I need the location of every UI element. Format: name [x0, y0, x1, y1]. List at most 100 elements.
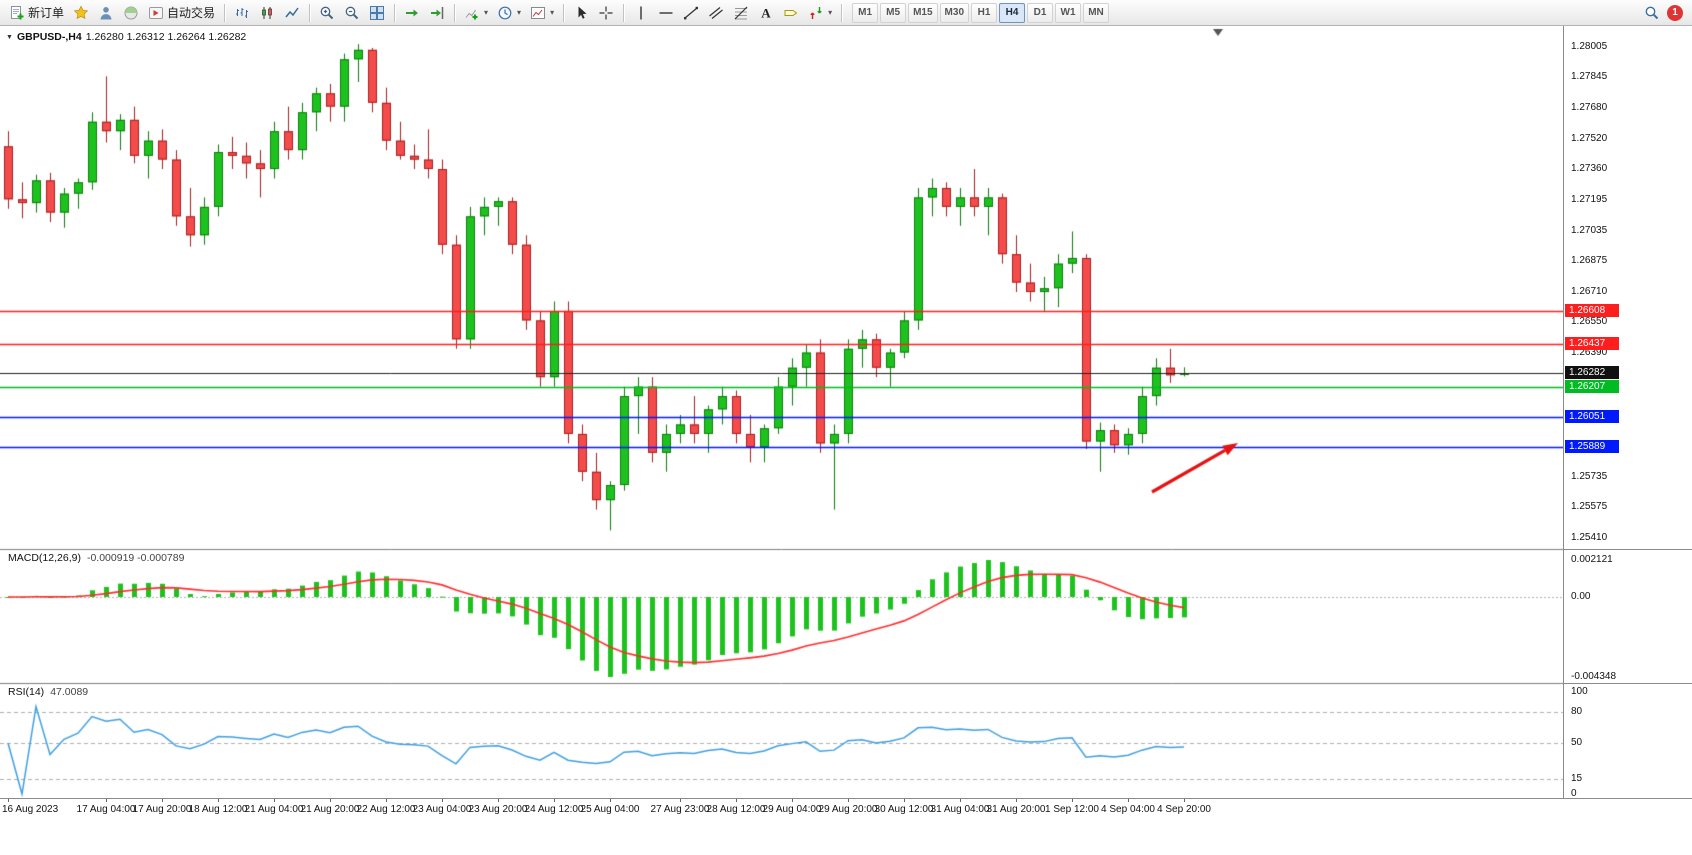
zoom-in-icon [320, 6, 334, 19]
text-label-button[interactable] [779, 2, 803, 24]
timeframe-button-m1[interactable]: M1 [852, 2, 879, 23]
timeframe-button-w1[interactable]: W1 [1055, 2, 1081, 23]
timeframe-button-h1[interactable]: H1 [971, 2, 997, 23]
vertical-line-icon [640, 6, 642, 19]
macd-scale-label: 0.002121 [1571, 554, 1613, 565]
panel-separator [1564, 683, 1692, 684]
navigator-button[interactable] [94, 2, 118, 24]
auto-scroll-button[interactable] [400, 2, 424, 24]
templates-button[interactable]: ▾ [526, 2, 558, 24]
timeframe-button-h4[interactable]: H4 [999, 2, 1025, 23]
chart-shift-button[interactable] [425, 2, 449, 24]
chart-title-collapse-icon[interactable]: ▼ [6, 33, 13, 41]
price-tick-label: 1.25575 [1571, 500, 1608, 512]
cursor-button[interactable] [569, 2, 593, 24]
time-axis-tick [848, 799, 849, 802]
candlestick-chart-icon [262, 6, 272, 19]
zoom-out-button[interactable] [340, 2, 364, 24]
search-button[interactable] [1640, 2, 1664, 24]
bar-chart-button[interactable] [230, 2, 254, 24]
tile-windows-button[interactable] [365, 2, 389, 24]
svg-text:A: A [761, 5, 771, 20]
time-axis-tick [330, 799, 331, 802]
macd-name: MACD(12,26,9) [8, 552, 81, 564]
time-axis-tick [386, 799, 387, 802]
arrow-objects-button[interactable]: ▾ [804, 2, 836, 24]
time-axis-label: 30 Aug 12:00 [874, 804, 934, 815]
macd-values: -0.000919 -0.000789 [86, 552, 185, 564]
zoom-out-icon [345, 6, 359, 19]
price-tick-label: 1.27035 [1571, 224, 1608, 236]
time-axis-tick [610, 799, 611, 802]
data-window-button[interactable] [119, 2, 143, 24]
time-axis-tick [498, 799, 499, 802]
market-watch-button[interactable] [69, 2, 93, 24]
trendline-button[interactable] [679, 2, 703, 24]
time-axis-label: 25 Aug 04:00 [580, 804, 640, 815]
vertical-line-button[interactable] [629, 2, 653, 24]
price-chart-canvas[interactable] [0, 26, 1563, 798]
timeframe-button-m15[interactable]: M15 [908, 2, 938, 23]
time-axis-label: 4 Sep 20:00 [1157, 804, 1211, 815]
time-scale[interactable]: 16 Aug 2023 17 Aug 04:00 17 Aug 20:00 18 Au… [0, 798, 1692, 855]
trendline-icon [684, 6, 699, 19]
timeframe-button-m30[interactable]: M30 [939, 2, 969, 23]
toolbar-separator [563, 3, 565, 22]
crosshair-icon [599, 6, 613, 19]
price-scale[interactable]: 1.28005 1.27845 1.27680 1.27520 1.27360 1.271… [1563, 26, 1692, 799]
toolbar-separator [454, 3, 456, 22]
data-window-icon [124, 6, 138, 19]
time-axis-label: 4 Sep 04:00 [1101, 804, 1155, 815]
price-tick-label: 1.27195 [1571, 194, 1608, 206]
price-line-badge: 1.25889 [1565, 440, 1619, 454]
timeframe-button-d1[interactable]: D1 [1027, 2, 1053, 23]
horizontal-line-button[interactable] [654, 2, 678, 24]
price-tick-label: 1.26875 [1571, 254, 1608, 266]
time-axis-label: 17 Aug 20:00 [132, 804, 192, 815]
time-axis-label: 24 Aug 12:00 [524, 804, 584, 815]
crosshair-button[interactable] [594, 2, 618, 24]
periods-button[interactable]: ▾ [493, 2, 525, 24]
current-price-badge: 1.26282 [1565, 366, 1619, 379]
dropdown-caret-icon: ▾ [484, 8, 489, 17]
autotrading-button[interactable]: 自动交易 [144, 2, 219, 24]
autotrading-label: 自动交易 [167, 6, 216, 20]
dropdown-caret-icon: ▾ [828, 8, 833, 17]
new-order-button[interactable]: 新订单 [5, 2, 68, 24]
notification-badge[interactable]: 1 [1667, 4, 1683, 21]
price-tick-label: 1.27360 [1571, 163, 1608, 175]
time-axis-label: 23 Aug 04:00 [412, 804, 472, 815]
time-axis-tick [904, 799, 905, 802]
tile-windows-icon [370, 5, 385, 20]
templates-icon [531, 6, 546, 19]
timeframe-button-mn[interactable]: MN [1083, 2, 1109, 23]
price-line-badge: 1.26437 [1565, 336, 1619, 350]
time-axis-label: 31 Aug 04:00 [930, 804, 990, 815]
chart-title: ▼ GBPUSD-,H4 1.26280 1.26312 1.26264 1.2… [6, 31, 246, 43]
horizontal-line-icon [659, 11, 673, 14]
rsi-scale-label: 80 [1571, 706, 1583, 718]
time-axis-label: 18 Aug 12:00 [188, 804, 248, 815]
candlestick-chart-button[interactable] [255, 2, 279, 24]
market-watch-icon [73, 5, 89, 19]
fibonacci-button[interactable] [729, 2, 753, 24]
main-toolbar: 新订单 自动交易 [0, 0, 1692, 26]
time-axis-label: 23 Aug 20:00 [468, 804, 528, 815]
search-icon [1645, 6, 1659, 19]
indicators-button[interactable]: ▾ [460, 2, 492, 24]
time-axis-tick [1128, 799, 1129, 802]
text-button[interactable]: A [754, 2, 778, 24]
time-axis-label: 27 Aug 23:00 [650, 804, 710, 815]
timeframe-button-m5[interactable]: M5 [880, 2, 907, 23]
line-chart-button[interactable] [280, 2, 304, 24]
time-axis-tick [442, 799, 443, 802]
time-axis-label: 16 Aug 2023 [2, 804, 59, 815]
equidistant-channel-button[interactable] [704, 2, 728, 24]
time-axis-tick [1016, 799, 1017, 802]
zoom-in-button[interactable] [315, 2, 339, 24]
price-tick-label: 1.27845 [1571, 71, 1608, 83]
rsi-name: RSI(14) [8, 686, 45, 698]
time-axis-tick [162, 799, 163, 802]
time-axis-label: 21 Aug 04:00 [244, 804, 304, 815]
time-axis-label: 31 Aug 20:00 [986, 804, 1046, 815]
